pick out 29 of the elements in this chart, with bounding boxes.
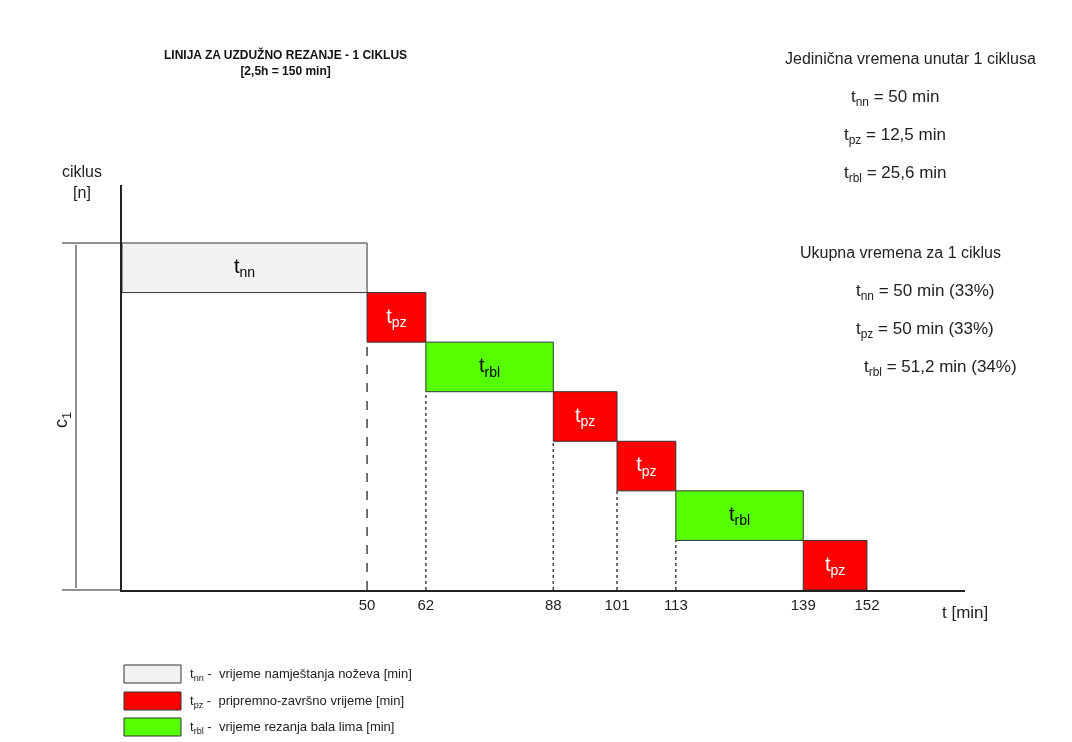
data-label: t$_{pz}$	[386, 304, 407, 330]
x-tick-label: 62	[417, 595, 435, 613]
annotation: t$_{pz}$ = 50 min (33%)	[856, 319, 994, 341]
x-tick-label: 88	[544, 595, 562, 613]
x-tick-label: 113	[663, 595, 688, 613]
text: t$_{pz}$ - pripremno-završno vrijeme [min]	[190, 693, 405, 710]
data-label: t$_{nn}$	[233, 255, 256, 281]
data-label: t$_{pz}$	[574, 403, 596, 430]
annotation: t$_{rbl}$ = 51,2 min (34%)	[864, 357, 1017, 379]
text: t$_{rbl}$ - vrijeme rezanja bala lima [min]	[190, 719, 395, 736]
text: Jedinična vremena unutar 1 ciklusa	[785, 50, 1036, 67]
text: t$_{nn}$ - vrijeme namještanja noževa [min]	[190, 666, 412, 683]
x-tick-label: 152	[854, 595, 880, 613]
data-label: t$_{pz}$	[824, 552, 846, 578]
x-tick-label: 101	[604, 595, 630, 613]
data-label: t$_{rbl}$	[728, 503, 751, 529]
text: t$_{rbl}$ = 25,6 min	[844, 163, 947, 185]
data-label: t$_{pz}$	[636, 453, 657, 479]
x-tick-label: 139	[790, 595, 816, 613]
chart-subtitle: [2,5h = 150 min]	[240, 63, 331, 78]
text: ciklus [n]	[62, 163, 103, 201]
x-axis-title: t [min]	[942, 603, 989, 622]
data-label: t$_{rbl}$	[479, 354, 501, 380]
annotation: t$_{nn}$ = 50 min (33%)	[856, 281, 995, 303]
chart-title: LINIJA ZA UZDUŽNO REZANJE - 1 CIKLUS	[164, 47, 408, 62]
x-tick-label: 50	[358, 595, 376, 613]
text: t$_{pz}$ = 12,5 min	[844, 125, 946, 147]
annotation: Ukupna vremena za 1 ciklus	[800, 244, 1001, 261]
text: t$_{nn}$ = 50 min	[851, 87, 940, 109]
